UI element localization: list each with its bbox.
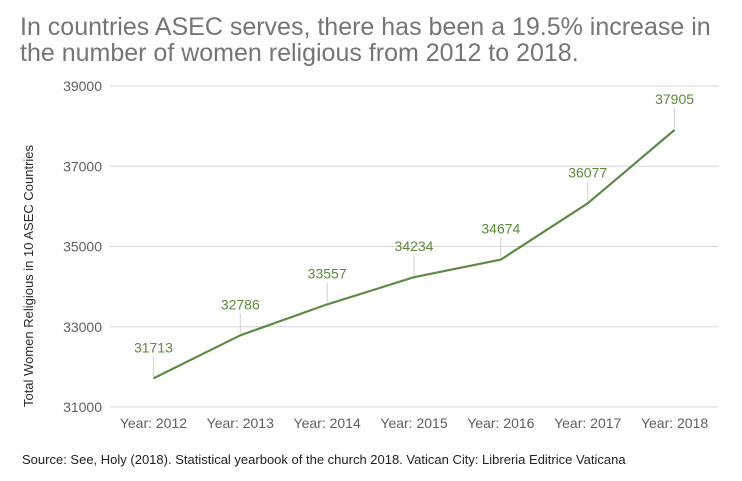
data-labels: 31713 32786 33557 34234 34674 36077 37905 [134, 91, 694, 355]
gridlines [110, 85, 718, 408]
y-tick-label: 39000 [63, 78, 102, 94]
data-label: 31713 [134, 339, 173, 355]
x-tick-label: Year: 2014 [294, 415, 361, 431]
x-tick-label: Year: 2016 [467, 415, 534, 431]
y-tick-label: 37000 [63, 158, 102, 174]
data-label: 36077 [568, 164, 607, 180]
data-label: 33557 [308, 265, 347, 281]
x-tick-label: Year: 2013 [207, 415, 274, 431]
data-label: 34234 [395, 238, 434, 254]
data-label: 32786 [221, 296, 260, 312]
data-label: 37905 [655, 91, 694, 107]
y-tick-label: 31000 [63, 399, 102, 415]
source-note: Source: See, Holy (2018). Statistical ye… [22, 452, 626, 467]
y-tick-label: 35000 [63, 239, 102, 255]
series-line [152, 129, 676, 380]
y-axis-label: Total Women Religious in 10 ASEC Countri… [21, 144, 36, 407]
x-axis-ticks: Year: 2012 Year: 2013 Year: 2014 Year: 2015… [120, 415, 709, 431]
data-label: 34674 [481, 221, 520, 237]
x-tick-label: Year: 2015 [380, 415, 447, 431]
x-tick-label: Year: 2017 [554, 415, 621, 431]
x-tick-label: Year: 2012 [120, 415, 187, 431]
y-axis-ticks: 31000 33000 35000 37000 39000 [63, 78, 102, 415]
y-tick-label: 33000 [63, 319, 102, 335]
label-leader-lines [152, 107, 676, 377]
x-tick-label: Year: 2018 [641, 415, 708, 431]
chart-title: In countries ASEC serves, there has been… [20, 13, 711, 67]
